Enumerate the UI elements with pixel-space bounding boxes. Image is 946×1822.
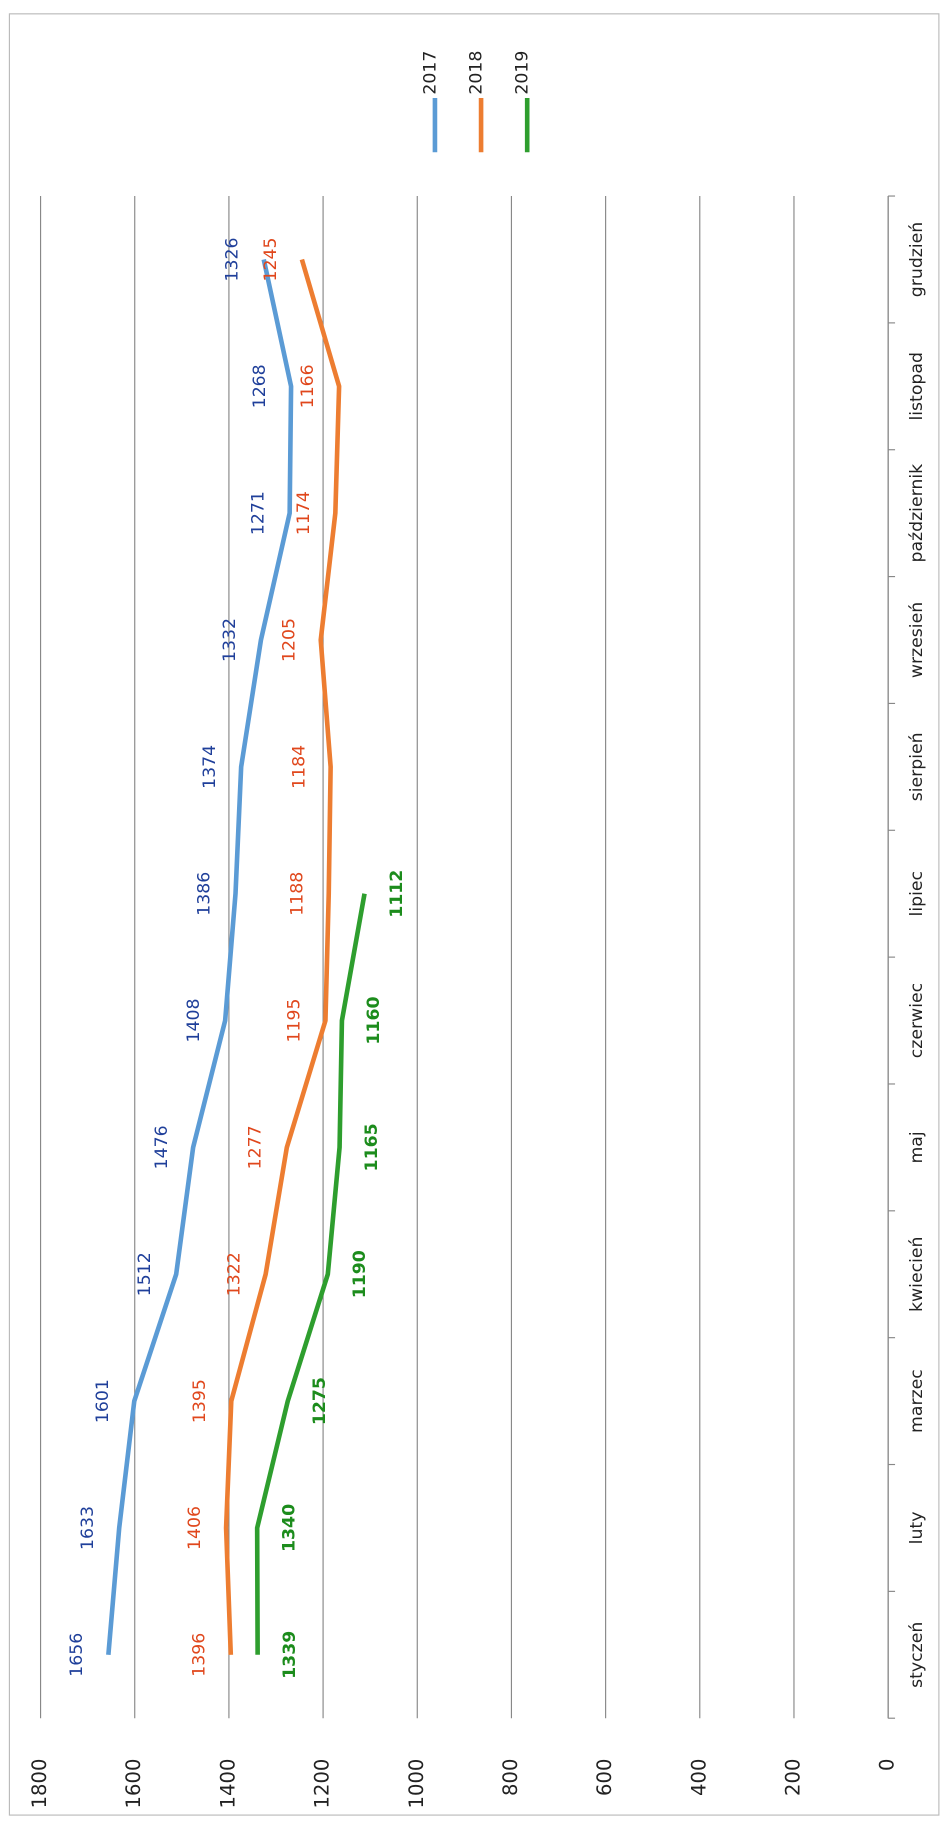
x-tick-label: luty <box>907 1512 927 1545</box>
y-tick-label: 0 <box>876 1759 899 1771</box>
data-label: 1340 <box>279 1504 299 1552</box>
data-label: 1188 <box>288 872 308 916</box>
y-tick-label: 800 <box>499 1759 522 1796</box>
data-label: 1205 <box>280 618 300 662</box>
y-tick-label: 1200 <box>311 1759 334 1809</box>
legend-label: 2018 <box>466 51 486 95</box>
y-tick-label: 1800 <box>28 1759 51 1809</box>
series-line <box>106 258 294 1655</box>
series-line <box>254 893 367 1655</box>
y-tick-label: 200 <box>781 1759 804 1796</box>
data-label: 1374 <box>200 745 220 789</box>
data-label: 1195 <box>284 999 304 1043</box>
data-label: 1275 <box>310 1377 330 1425</box>
data-label: 1112 <box>387 870 407 918</box>
data-label: 1277 <box>246 1125 266 1169</box>
data-label: 1408 <box>184 999 204 1043</box>
legend-label: 2019 <box>513 51 533 95</box>
data-label: 1165 <box>362 1123 382 1171</box>
legend-label: 2017 <box>420 51 440 95</box>
data-label: 1160 <box>364 996 384 1044</box>
x-tick-label: sierpień <box>907 732 927 801</box>
data-label: 1656 <box>67 1633 87 1677</box>
chart-border <box>8 13 940 1816</box>
data-label: 1601 <box>93 1379 113 1423</box>
y-tick-label: 1600 <box>122 1759 145 1809</box>
x-tick-label: czerwiec <box>907 983 927 1058</box>
data-label: 1271 <box>249 491 269 535</box>
data-label: 1512 <box>135 1252 155 1296</box>
data-label: 1633 <box>78 1506 98 1550</box>
data-label: 1245 <box>261 237 281 281</box>
x-tick-label: kwiecień <box>907 1237 927 1312</box>
data-label: 1339 <box>280 1631 300 1679</box>
data-label: 1322 <box>225 1252 245 1296</box>
y-tick-label: 600 <box>593 1759 616 1796</box>
x-tick-label: lipiec <box>907 871 927 917</box>
x-tick-label: marzec <box>907 1369 927 1433</box>
x-tick-label: grudzień <box>907 222 927 297</box>
data-label: 1396 <box>190 1633 210 1677</box>
data-label: 1190 <box>350 1250 370 1298</box>
data-label: 1174 <box>294 491 314 535</box>
data-label: 1406 <box>185 1506 205 1550</box>
series-line <box>223 258 342 1655</box>
y-tick-label: 1400 <box>216 1759 239 1809</box>
data-label: 1476 <box>152 1125 172 1169</box>
x-tick-label: listopad <box>907 352 927 420</box>
data-label: 1326 <box>223 237 243 281</box>
data-label: 1332 <box>220 618 240 662</box>
data-label: 1184 <box>289 745 309 789</box>
x-tick-label: październik <box>907 464 927 563</box>
data-label: 1395 <box>190 1379 210 1423</box>
y-tick-label: 400 <box>687 1759 710 1796</box>
y-tick-label: 1000 <box>405 1759 428 1809</box>
data-label: 1166 <box>298 364 318 408</box>
x-tick-label: maj <box>907 1131 927 1163</box>
data-label: 1268 <box>250 364 270 408</box>
x-tick-label: styczeń <box>907 1622 927 1688</box>
data-label: 1386 <box>194 872 214 916</box>
x-tick-label: wrzesień <box>907 602 927 678</box>
